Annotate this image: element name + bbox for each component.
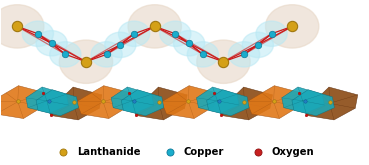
- Ellipse shape: [266, 5, 319, 48]
- Point: [172, 33, 178, 35]
- Point: [117, 44, 123, 46]
- Polygon shape: [36, 90, 79, 116]
- Ellipse shape: [105, 32, 136, 58]
- Point: [186, 42, 192, 45]
- Point: [41, 92, 46, 94]
- Polygon shape: [247, 86, 302, 118]
- Point: [15, 100, 21, 102]
- Point: [62, 53, 68, 56]
- Point: [133, 114, 139, 117]
- Polygon shape: [292, 90, 334, 116]
- Text: Oxygen: Oxygen: [272, 147, 315, 157]
- Ellipse shape: [187, 42, 218, 67]
- Point: [218, 114, 224, 117]
- Point: [131, 33, 137, 35]
- Point: [211, 92, 217, 94]
- Point: [100, 100, 106, 102]
- Polygon shape: [132, 87, 187, 120]
- Point: [255, 44, 261, 46]
- Ellipse shape: [242, 32, 273, 58]
- Polygon shape: [111, 87, 154, 113]
- Point: [131, 99, 137, 102]
- Point: [296, 92, 302, 94]
- Polygon shape: [303, 87, 358, 120]
- Ellipse shape: [22, 21, 54, 46]
- Polygon shape: [162, 86, 217, 118]
- Polygon shape: [0, 86, 46, 118]
- Point: [83, 60, 89, 63]
- Ellipse shape: [36, 31, 67, 56]
- Polygon shape: [121, 90, 164, 116]
- Point: [48, 114, 54, 117]
- Point: [60, 151, 66, 153]
- Ellipse shape: [256, 21, 287, 46]
- Polygon shape: [282, 87, 324, 113]
- Point: [255, 151, 261, 153]
- Point: [71, 101, 77, 104]
- Ellipse shape: [197, 40, 250, 83]
- Ellipse shape: [91, 42, 122, 67]
- Ellipse shape: [228, 42, 260, 67]
- Text: Copper: Copper: [184, 147, 224, 157]
- Point: [304, 114, 310, 117]
- Point: [301, 99, 307, 102]
- Point: [241, 53, 247, 56]
- Point: [156, 101, 162, 104]
- Point: [167, 151, 173, 153]
- Polygon shape: [76, 86, 131, 118]
- Point: [241, 101, 247, 104]
- Ellipse shape: [128, 5, 182, 48]
- Point: [14, 25, 20, 28]
- Point: [216, 99, 222, 102]
- Point: [221, 60, 227, 63]
- Polygon shape: [197, 87, 239, 113]
- Point: [327, 101, 332, 104]
- Ellipse shape: [173, 31, 205, 56]
- Point: [271, 100, 277, 102]
- Polygon shape: [47, 87, 102, 120]
- Ellipse shape: [50, 42, 81, 67]
- Polygon shape: [217, 87, 272, 120]
- Ellipse shape: [160, 21, 191, 46]
- Ellipse shape: [59, 40, 113, 83]
- Point: [46, 99, 52, 102]
- Polygon shape: [26, 87, 68, 113]
- Point: [185, 100, 191, 102]
- Point: [104, 53, 110, 56]
- Point: [35, 33, 41, 35]
- Point: [269, 33, 275, 35]
- Point: [49, 42, 55, 45]
- Text: Lanthanide: Lanthanide: [77, 147, 141, 157]
- Polygon shape: [207, 90, 249, 116]
- Ellipse shape: [118, 21, 150, 46]
- Point: [126, 92, 132, 94]
- Point: [289, 25, 295, 28]
- Point: [152, 25, 158, 28]
- Point: [200, 53, 206, 56]
- Ellipse shape: [0, 5, 44, 48]
